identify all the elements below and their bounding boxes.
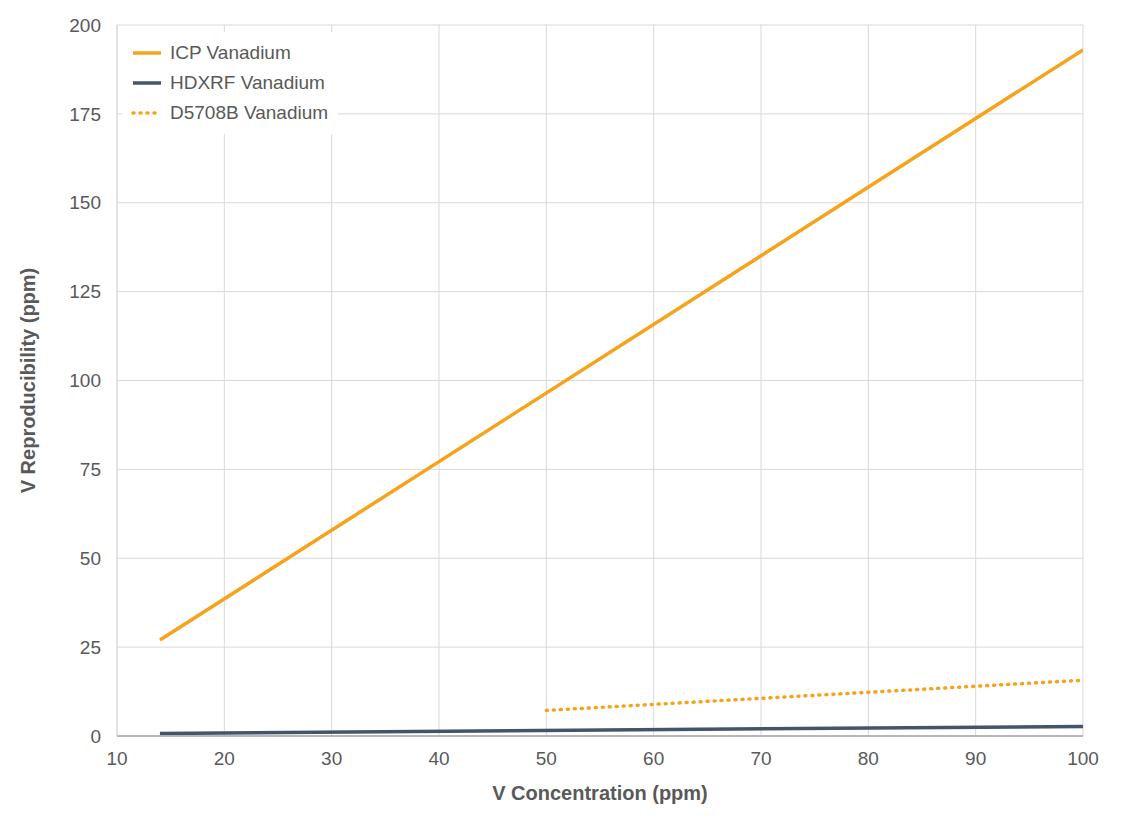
- svg-text:50: 50: [536, 748, 557, 769]
- svg-text:30: 30: [321, 748, 342, 769]
- svg-text:V Reproducibility (ppm): V Reproducibility (ppm): [17, 268, 39, 494]
- svg-text:125: 125: [69, 281, 101, 302]
- svg-text:40: 40: [428, 748, 449, 769]
- svg-text:80: 80: [858, 748, 879, 769]
- svg-text:V Concentration (ppm): V Concentration (ppm): [492, 782, 708, 804]
- svg-text:100: 100: [1067, 748, 1099, 769]
- svg-text:10: 10: [106, 748, 127, 769]
- html-text:D5708B Vanadium: D5708B Vanadium: [170, 102, 329, 123]
- html-text:ICP Vanadium: ICP Vanadium: [170, 42, 291, 63]
- svg-text:0: 0: [90, 726, 101, 747]
- svg-text:70: 70: [750, 748, 771, 769]
- html-text:HDXRF Vanadium: HDXRF Vanadium: [170, 72, 325, 93]
- svg-text:20: 20: [214, 748, 235, 769]
- svg-text:90: 90: [965, 748, 986, 769]
- svg-text:150: 150: [69, 192, 101, 213]
- svg-text:175: 175: [69, 104, 101, 125]
- svg-text:200: 200: [69, 15, 101, 36]
- svg-text:60: 60: [643, 748, 664, 769]
- svg-text:75: 75: [80, 459, 101, 480]
- svg-text:25: 25: [80, 637, 101, 658]
- svg-text:100: 100: [69, 370, 101, 391]
- svg-text:50: 50: [80, 548, 101, 569]
